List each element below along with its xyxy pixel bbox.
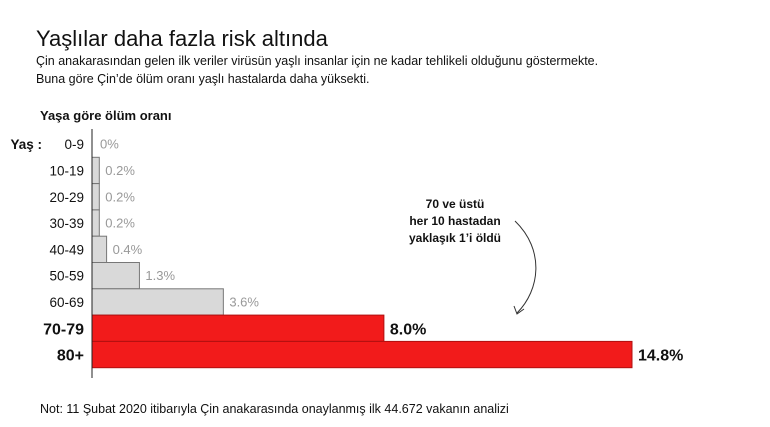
subtitle-line-2: Buna göre Çin’de ölüm oranı yaşlı hastal… (36, 72, 370, 86)
value-label: 0% (100, 137, 119, 152)
value-label: 0.2% (105, 189, 135, 204)
category-label: 0-9 (64, 137, 84, 152)
value-label: 14.8% (638, 348, 683, 365)
axis-prefix: Yaş : (10, 137, 42, 152)
bar-30-39 (91, 209, 100, 237)
value-label: 1.3% (145, 268, 175, 283)
bar-40-49 (91, 235, 108, 263)
value-label: 3.6% (229, 294, 259, 309)
bar-10-19 (91, 156, 100, 185)
footnote: Not: 11 Şubat 2020 itibarıyla Çin anakar… (40, 402, 509, 416)
value-label: 0.4% (113, 242, 143, 257)
page-title: Yaşlılar daha fazla risk altında (36, 26, 328, 51)
bar-80+ (91, 340, 633, 369)
category-label: 30-39 (49, 216, 84, 231)
annotation-line: yaklaşık 1’i öldü (408, 231, 502, 245)
category-label: 60-69 (49, 295, 84, 310)
category-label: 40-49 (49, 242, 84, 257)
category-label: 50-59 (49, 269, 84, 284)
annotation-arrow (514, 220, 537, 314)
bar-70-79 (91, 314, 385, 342)
category-label: 20-29 (49, 190, 84, 205)
annotation-line: 70 ve üstü (425, 197, 485, 211)
category-label: 70-79 (43, 321, 84, 338)
annotation: 70 ve üstü her 10 hastadan yaklaşık 1’i … (380, 196, 530, 247)
value-label: 0.2% (105, 163, 135, 178)
annotation-line: her 10 hastadan (409, 214, 501, 228)
subtitle-line-1: Çin anakarasından gelen ilk veriler virü… (36, 54, 599, 68)
value-label: 8.0% (390, 321, 426, 338)
category-label: 80+ (57, 348, 84, 365)
annotation-arrowhead (513, 305, 525, 315)
bar-20-29 (91, 183, 100, 211)
category-label: 10-19 (49, 163, 84, 178)
chart-title: Yaşa göre ölüm oranı (40, 108, 172, 123)
bar-60-69 (91, 288, 224, 316)
value-label: 0.2% (105, 216, 135, 231)
bar-50-59 (91, 262, 140, 290)
